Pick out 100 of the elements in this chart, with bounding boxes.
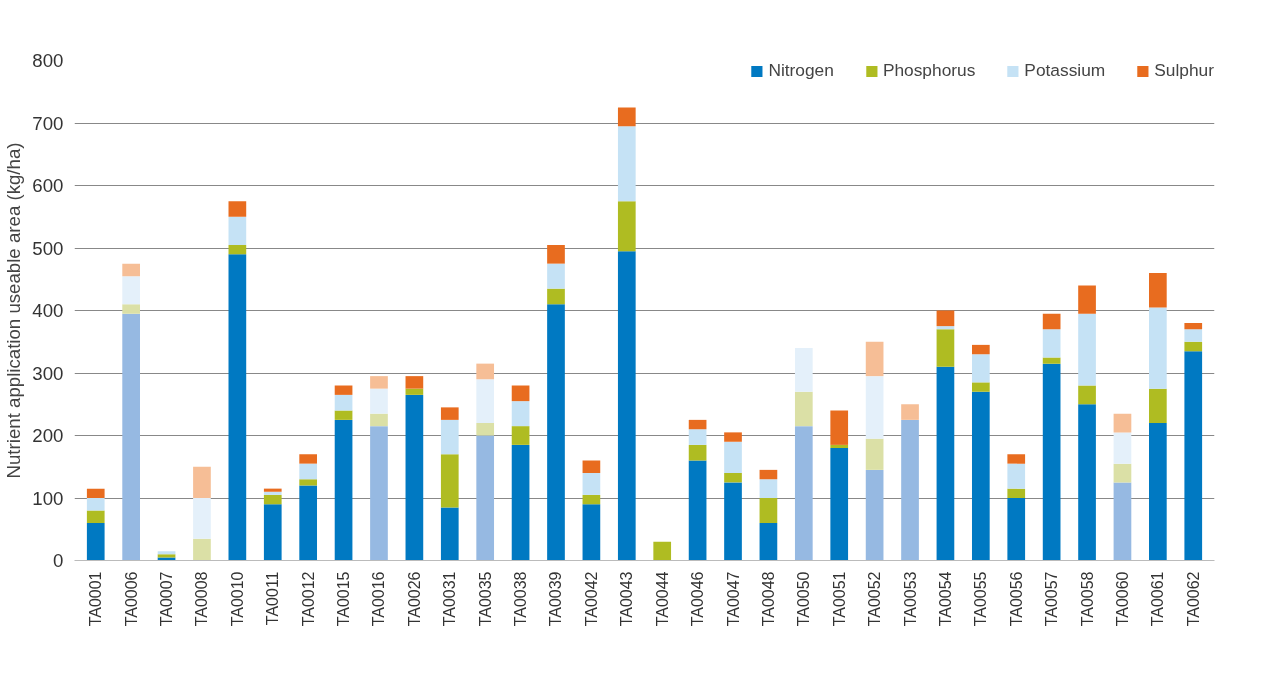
bar [440,454,459,508]
bar [1078,385,1096,405]
bar [547,288,565,305]
bar [86,488,105,498]
bar [1007,498,1026,561]
bar [476,423,495,436]
bar [511,426,530,445]
bar [830,444,849,448]
bar [653,541,672,561]
y-tick-label: 100 [32,487,64,509]
bar [1078,285,1096,314]
bar [617,107,636,127]
y-tick-label: 600 [32,175,64,196]
bar [511,401,530,427]
x-tick-label: TA0008 [193,571,211,627]
bar [971,354,990,383]
x-tick-label: TA0056 [1007,571,1025,627]
bar [122,304,140,314]
bar [334,385,353,395]
bar [1149,388,1167,423]
x-tick-label: TA0035 [476,571,494,627]
bar [688,444,707,461]
bar [1184,351,1203,561]
bar [865,376,884,439]
bar [1078,404,1096,561]
bar [582,473,601,495]
bar [724,441,742,473]
bar [688,429,707,445]
x-tick-label: TA0010 [228,571,246,627]
bar [688,419,707,430]
bar [440,507,459,561]
bar [1113,482,1132,561]
x-tick-label: TA0001 [87,571,105,627]
bar [122,313,140,561]
bar [547,263,565,289]
bar [1042,313,1061,330]
bar [865,469,884,561]
x-tick-label: TA0011 [264,571,282,626]
bar [299,485,318,561]
bar [936,329,955,367]
bar [724,473,742,483]
legend-label: Potassium [1024,60,1106,81]
bar [299,479,318,486]
bar [228,244,247,255]
bar [582,504,601,561]
y-tick-label: 800 [32,50,64,71]
bar [794,426,813,561]
bar [440,419,459,455]
bar [334,419,353,561]
bar [1042,329,1061,358]
bar [299,463,318,480]
bar [122,263,140,277]
bar [936,366,955,561]
bar [1113,413,1132,433]
bar [370,376,388,389]
x-tick-label: TA0043 [618,571,636,627]
x-tick-label: TA0006 [122,571,140,627]
x-tick-label: TA0055 [972,571,990,627]
x-tick-label: TA0051 [830,571,848,627]
x-tick-label: TA0057 [1043,571,1061,627]
bar [582,494,601,505]
bar [724,482,742,561]
y-tick-label: 200 [32,425,64,446]
x-tick-label: TA0044 [653,571,671,627]
bar [759,498,778,523]
bar [1184,329,1203,342]
bar [370,413,388,427]
bar [86,523,105,561]
bar [936,310,955,327]
bar [971,391,990,561]
bar [476,435,495,561]
bar [511,444,530,561]
bar [1078,313,1096,386]
bar [405,376,424,389]
bar [901,419,919,561]
bar [334,394,353,411]
bar [193,498,211,539]
legend-label: Nitrogen [768,60,834,81]
x-tick-label: TA0058 [1078,571,1096,627]
x-tick-label: TA0060 [1113,571,1131,627]
y-tick-label: 500 [32,237,64,259]
bar [617,201,636,252]
y-tick-label: 700 [32,112,64,134]
bar [1007,463,1026,489]
bar [1149,423,1167,561]
bar [193,538,211,561]
bar [263,504,282,561]
bar [122,276,140,305]
bar [1149,307,1167,389]
x-tick-label: TA0054 [936,571,954,627]
bar [794,391,813,427]
bar [688,460,707,561]
x-tick-label: TA0062 [1184,571,1202,627]
bar [1042,357,1061,364]
bar [830,410,849,445]
bar [1184,341,1203,352]
bar [617,126,636,202]
y-tick-label: 400 [32,300,64,321]
bar [547,244,565,264]
bar [830,448,849,561]
